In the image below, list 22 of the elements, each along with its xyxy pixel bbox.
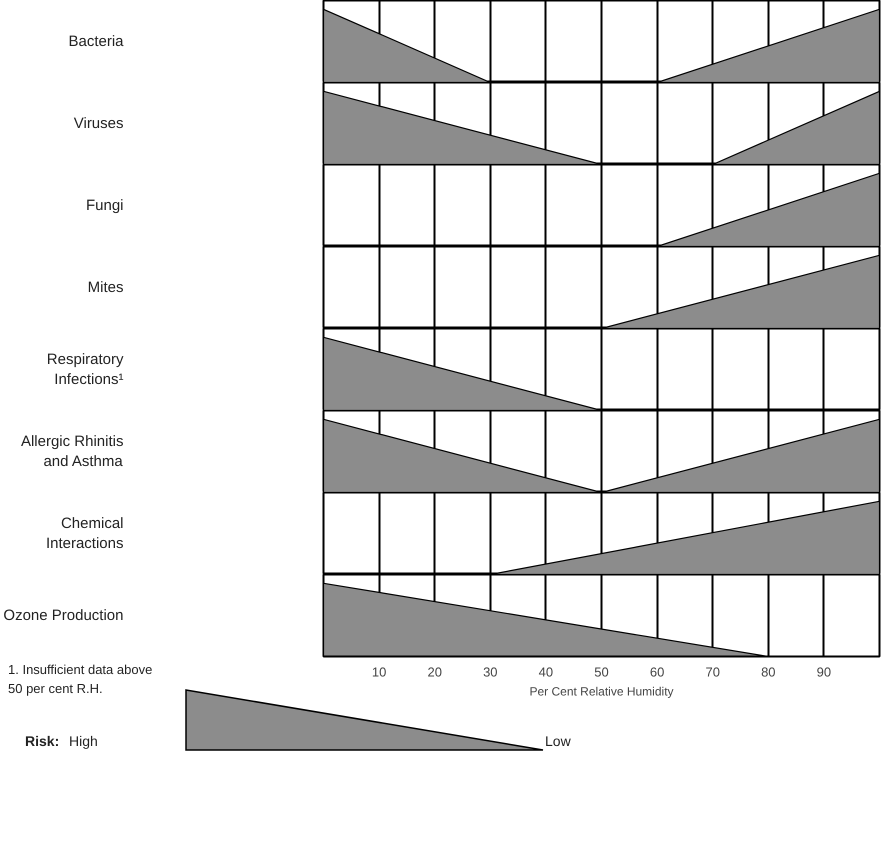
y-axis-title: Ozone Production [3,607,124,624]
y-axis-title: Fungi [86,197,124,214]
text: 1. Insufficient data above 50 per cent R.H. [8,661,152,698]
x-tick-label: 30 [483,664,498,680]
y-axis-title: Allergic Rhinitis and Asthma [20,432,124,470]
text: Risk: [25,732,60,751]
y-axis-title: Mites [88,279,124,296]
x-tick-label: 90 [816,664,832,680]
x-tick-label: 70 [705,664,720,680]
x-tick-label: 80 [761,664,776,680]
y-axis-title: Chemical Interactions [46,514,124,552]
text: Low [545,732,571,751]
x-tick-label: 20 [427,664,442,680]
text: High [69,732,98,751]
x-tick-label: 40 [538,664,554,680]
x-axis-title: Per Cent Relative Humidity [529,684,674,698]
y-axis-title: Respiratory Infections¹ [46,350,124,388]
x-tick-label: 50 [594,664,609,680]
x-tick-label: 10 [372,664,386,680]
y-axis-title: Viruses [74,115,124,132]
x-tick-label: 60 [650,664,664,680]
y-axis-title: Bacteria [68,33,124,50]
